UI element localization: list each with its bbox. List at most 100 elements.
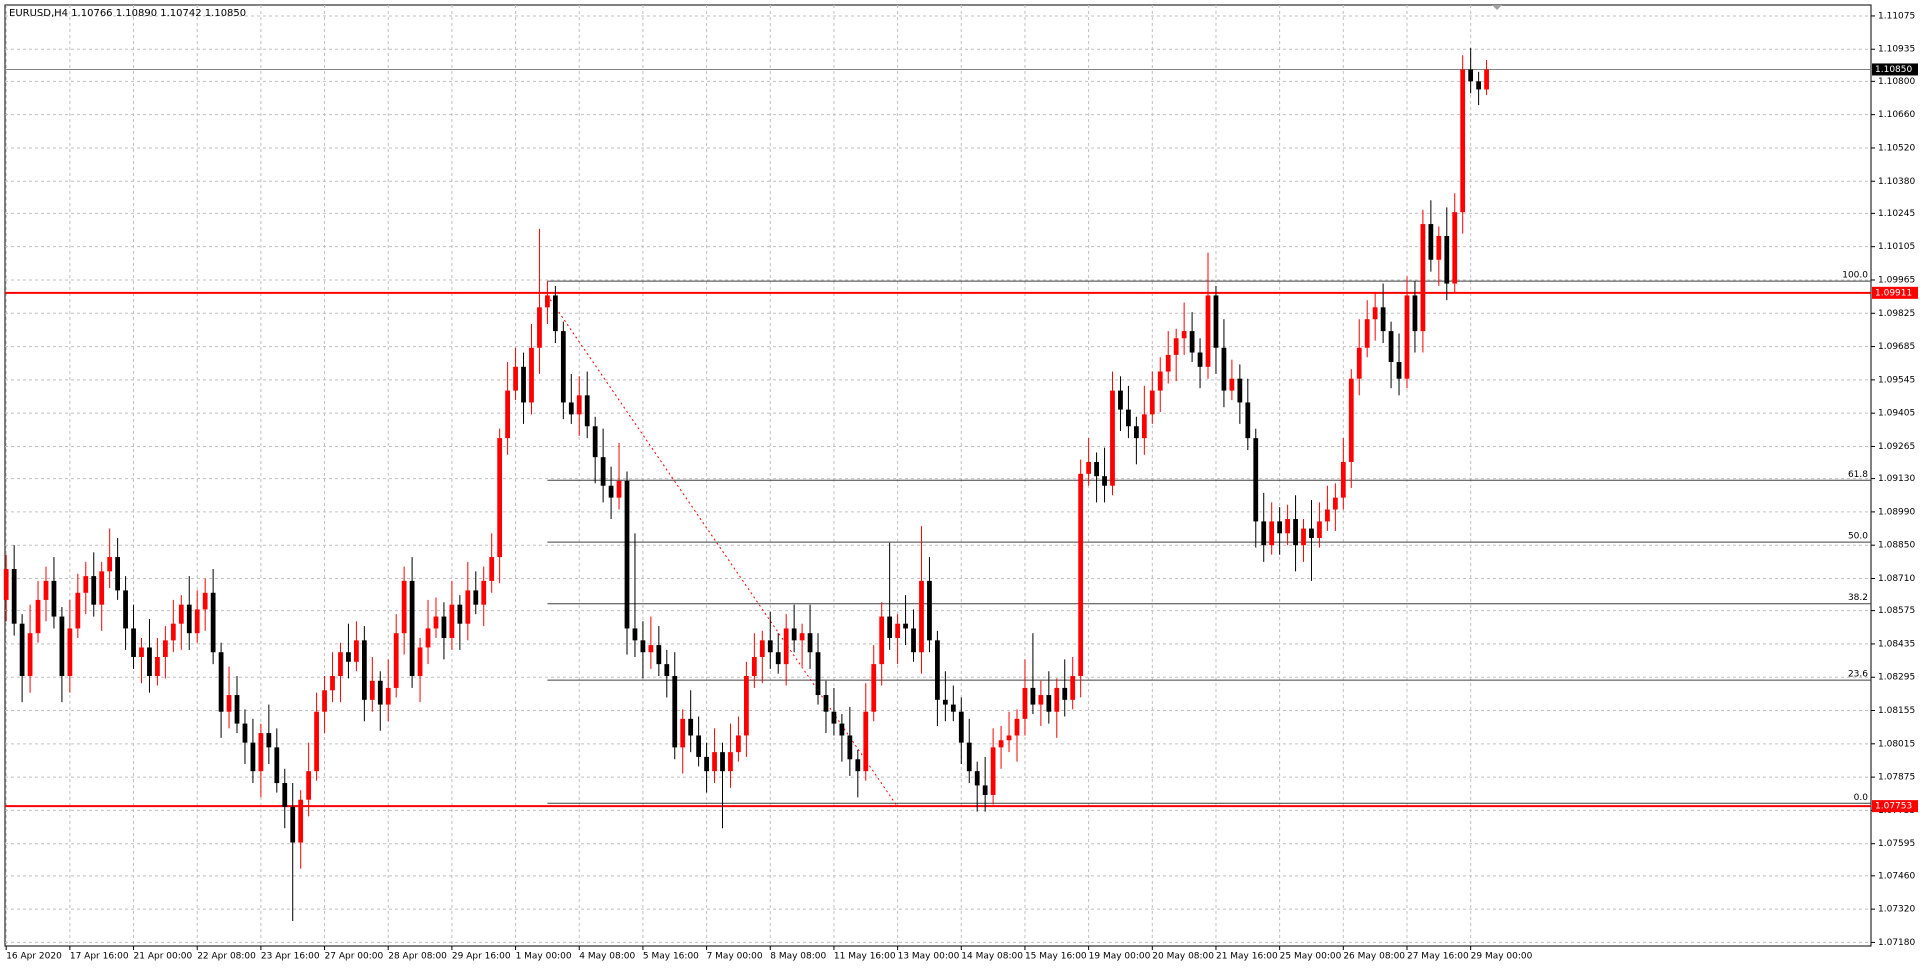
x-tick-label: 27 Apr 00:00	[325, 952, 384, 962]
chart-title: EURUSD,H4 1.10766 1.10890 1.10742 1.1085…	[9, 8, 246, 19]
fib-label: 0.0	[1854, 793, 1869, 803]
candle-body	[505, 390, 511, 439]
candle-body	[823, 695, 829, 712]
x-tick-label: 7 May 00:00	[707, 952, 763, 962]
candle-body	[998, 740, 1004, 748]
candle-body	[759, 640, 765, 657]
candle-body	[616, 480, 622, 498]
candle-body	[1141, 414, 1147, 439]
candle-body	[11, 568, 17, 624]
candle-body	[560, 331, 566, 403]
candle-body	[1317, 521, 1322, 539]
candle-body	[1412, 295, 1418, 332]
candle-body	[1372, 307, 1378, 320]
y-tick-label: 1.10660	[1878, 110, 1915, 120]
y-tick-label: 1.08850	[1878, 541, 1915, 551]
hline-label-box	[1872, 286, 1918, 299]
candle-body	[1332, 497, 1338, 510]
candle-body	[1261, 521, 1267, 546]
candle-body	[1325, 509, 1330, 522]
candle-body	[1277, 521, 1283, 534]
candle-body	[497, 438, 503, 558]
axes: 1.11075 1.10935 1.10800 1.10660 1.10520 1.103…	[5, 11, 1918, 962]
candle-body	[1205, 295, 1211, 367]
candle-body	[186, 604, 192, 634]
candle-body	[1149, 390, 1155, 415]
x-tick-label: 4 May 08:00	[579, 952, 635, 962]
grid	[5, 5, 1871, 946]
candle-body	[1301, 528, 1306, 546]
candle-body	[990, 747, 996, 795]
y-tick-label: 1.08710	[1878, 574, 1915, 584]
candle-body	[147, 647, 152, 677]
y-tick-label: 1.10245	[1878, 209, 1915, 219]
candle-body	[1189, 331, 1195, 353]
candle-body	[433, 616, 439, 629]
candle-body	[250, 742, 256, 772]
candle-body	[107, 557, 113, 572]
candle-body	[751, 656, 757, 677]
candle-body	[290, 806, 296, 843]
candle-body	[194, 609, 200, 634]
candle-body	[855, 759, 861, 772]
candle-body	[258, 733, 264, 772]
x-tick-label: 11 May 16:00	[834, 952, 896, 962]
candle-body	[274, 747, 280, 784]
candle-body	[99, 571, 105, 605]
candle-body	[1428, 224, 1434, 260]
candle-body	[632, 628, 638, 641]
candle-body	[465, 590, 471, 624]
candle-body	[879, 616, 885, 665]
candle-body	[576, 395, 582, 415]
candle-body	[417, 647, 423, 677]
candle-body	[1157, 371, 1163, 391]
candle-body	[338, 652, 343, 677]
candle-body	[815, 652, 821, 696]
candle-body	[361, 640, 367, 700]
candle-body	[871, 664, 877, 712]
candle-body	[449, 604, 455, 638]
candle-body	[123, 590, 128, 629]
candle-body	[27, 633, 33, 677]
x-tick-label: 5 May 16:00	[643, 952, 699, 962]
candle-body	[115, 557, 121, 591]
candle-body	[1078, 473, 1084, 677]
candle-body	[775, 652, 781, 665]
y-tick-label: 1.10935	[1878, 45, 1915, 55]
price-label-box	[1872, 63, 1918, 76]
candle-body	[162, 640, 168, 657]
candle-body	[1221, 347, 1227, 391]
y-tick-label: 1.07595	[1878, 839, 1915, 849]
candle-body	[1006, 735, 1012, 741]
price-label: 1.10850	[1875, 65, 1912, 75]
x-tick-label: 16 Apr 2020	[6, 952, 62, 962]
candle-body	[831, 711, 837, 724]
candle-body	[1102, 476, 1107, 486]
candle-body	[59, 616, 65, 677]
candle-body	[1133, 426, 1139, 439]
candle-body	[1444, 235, 1450, 284]
candle-body	[170, 623, 176, 641]
candle-body	[1380, 307, 1386, 332]
candle-body	[3, 568, 9, 600]
x-tick-label: 21 May 16:00	[1216, 952, 1278, 962]
y-tick-label: 1.09965	[1878, 275, 1915, 285]
x-tick-label: 19 May 00:00	[1089, 952, 1151, 962]
candle-body	[736, 735, 741, 753]
y-tick-label: 1.11075	[1878, 11, 1915, 21]
candle-body	[608, 485, 614, 498]
candle-body	[728, 752, 733, 772]
candle-body	[1173, 338, 1179, 355]
candle-body	[1484, 69, 1489, 90]
candle-body	[1070, 676, 1076, 700]
candle-body	[1420, 224, 1426, 332]
y-tick-label: 1.07875	[1878, 773, 1915, 783]
candle-body	[743, 676, 749, 736]
candle-body	[314, 711, 319, 772]
candle-body	[306, 771, 312, 800]
x-tick-label: 23 Apr 16:00	[261, 952, 320, 962]
candle-body	[982, 785, 988, 795]
candle-body	[1245, 402, 1251, 439]
candle-body	[767, 640, 773, 653]
y-tick-label: 1.10520	[1878, 143, 1915, 153]
